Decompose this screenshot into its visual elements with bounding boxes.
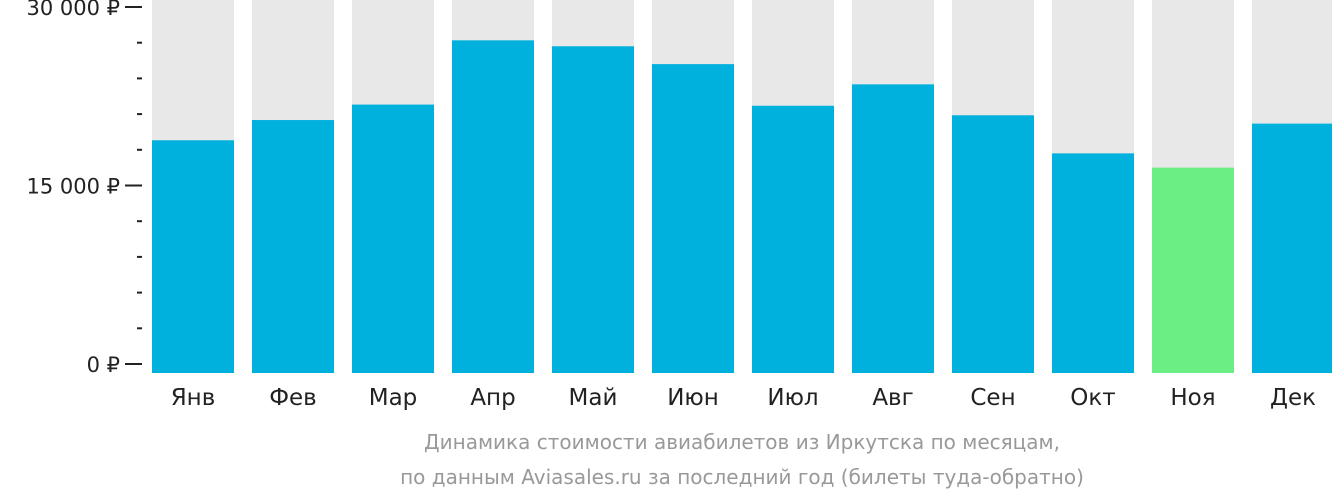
bar-11 (1152, 167, 1234, 373)
y-tick-label: 0 ₽ (87, 353, 120, 377)
x-axis-labels: Янв Фев Мар Апр Май Июн Июл Авг Сен Окт Ноя Дек (171, 385, 1316, 411)
x-tick-label: Июл (767, 385, 818, 411)
x-tick-label: Мар (369, 385, 418, 411)
x-tick-label: Авг (872, 385, 913, 411)
x-tick-label: Июн (667, 385, 719, 411)
bar-5 (552, 46, 634, 374)
x-tick-label: Ноя (1170, 385, 1215, 411)
bar-9 (952, 115, 1034, 373)
bar-1 (152, 140, 234, 373)
price-bar-chart: 30 000 ₽ 15 000 ₽ 0 ₽ Янв Фев Мар Апр Май Июн Ию… (26, 0, 1332, 411)
bar-3 (352, 104, 434, 373)
x-tick-label: Сен (970, 385, 1015, 411)
chart-caption-line-1: Динамика стоимости авиабилетов из Иркутс… (424, 430, 1060, 454)
x-tick-label: Апр (470, 385, 515, 411)
x-tick-label: Дек (1270, 385, 1316, 411)
bar-2 (252, 120, 334, 373)
bar-6 (652, 64, 734, 374)
bar-12 (1252, 123, 1332, 374)
y-tick-label: 15 000 ₽ (26, 175, 120, 199)
bar-10 (1052, 153, 1134, 373)
x-tick-label: Окт (1070, 385, 1115, 411)
bar-4 (452, 40, 534, 373)
x-tick-label: Янв (171, 385, 216, 411)
bar-7 (752, 105, 834, 374)
x-tick-label: Фев (269, 385, 317, 411)
bar-8 (852, 84, 934, 373)
y-tick-label: 30 000 ₽ (26, 0, 120, 20)
y-axis: 30 000 ₽ 15 000 ₽ 0 ₽ (26, 0, 142, 377)
x-tick-label: Май (569, 385, 618, 411)
chart-caption-line-2: по данным Aviasales.ru за последний год … (400, 465, 1084, 489)
bars (152, 40, 1332, 374)
